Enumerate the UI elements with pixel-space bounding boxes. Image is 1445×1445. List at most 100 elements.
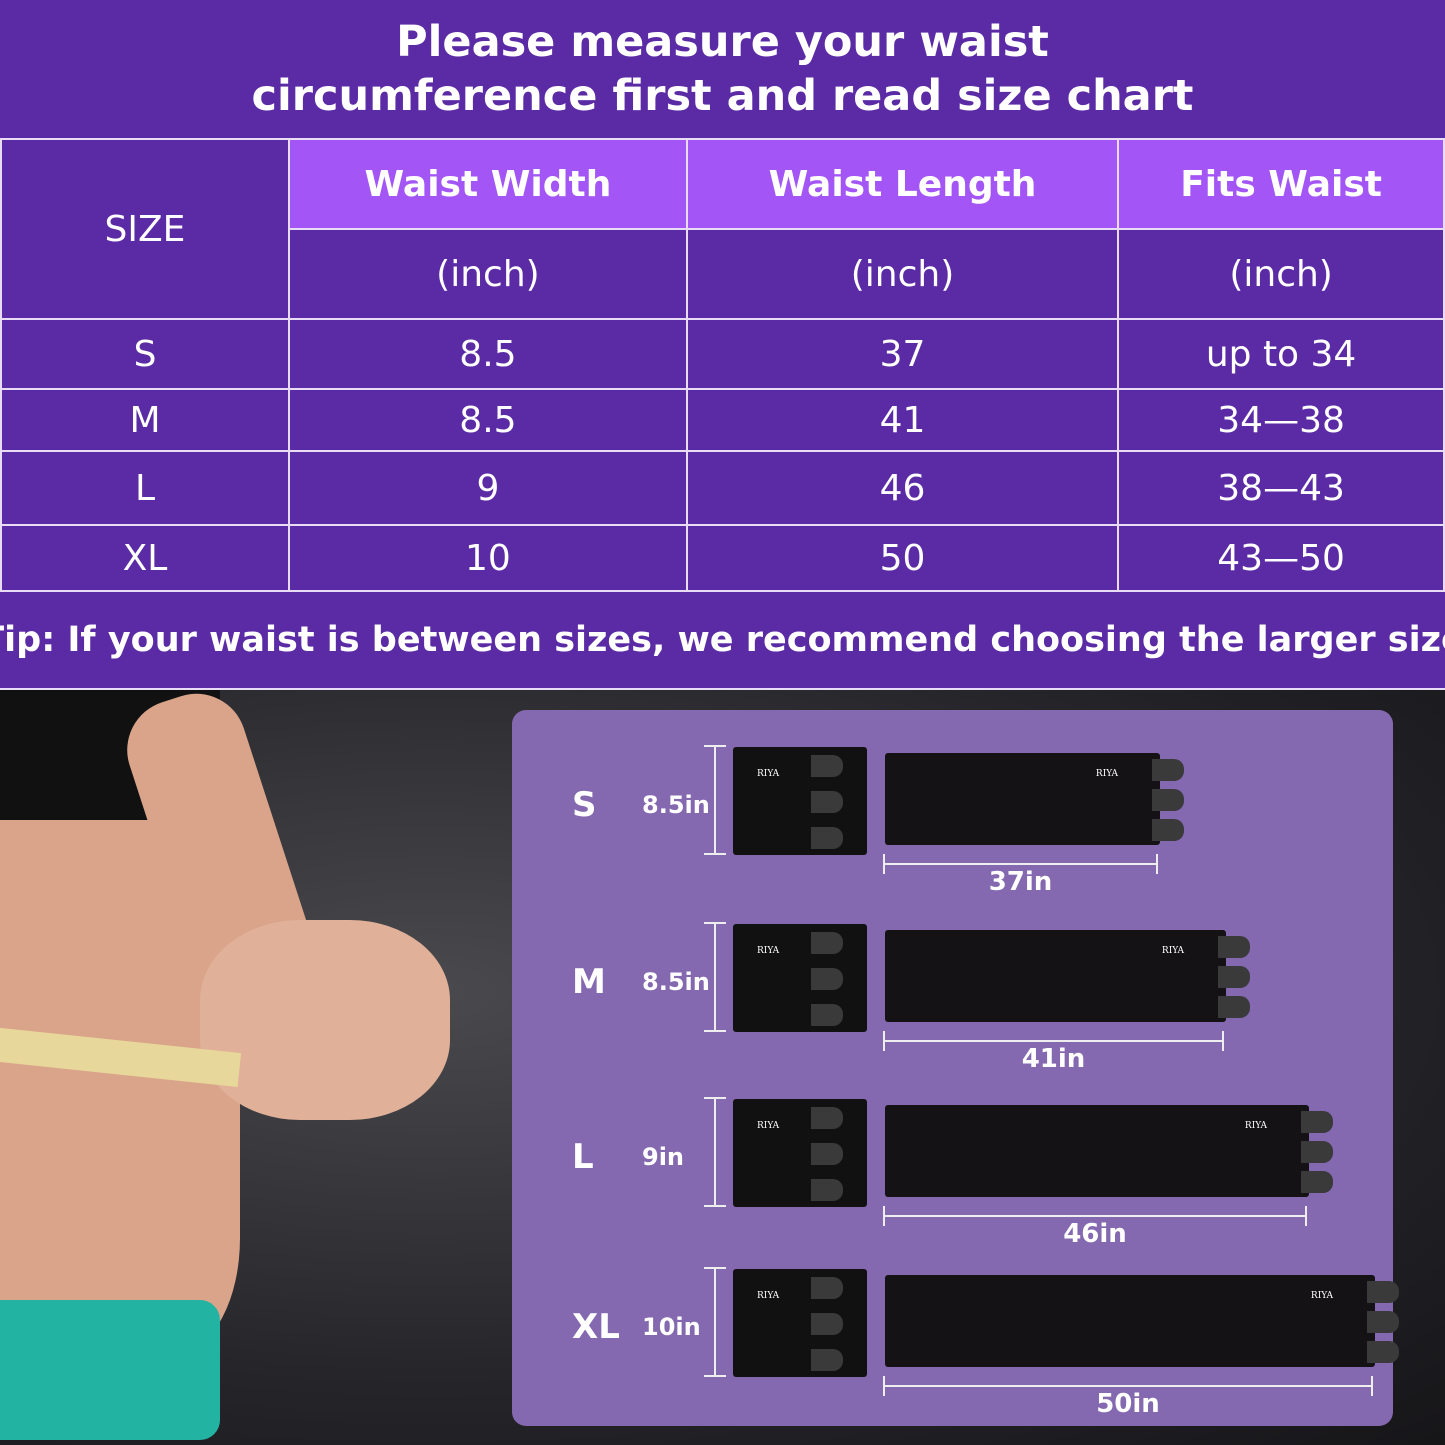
title-line-1: Please measure your waist	[396, 17, 1049, 67]
belt-folded-image: RIYA	[733, 924, 867, 1032]
title-line-2: circumference first and read size chart	[251, 71, 1194, 121]
velcro-tab	[1301, 1171, 1333, 1193]
size-header: SIZE	[0, 138, 290, 320]
size-label: XL	[572, 1307, 620, 1347]
width-label: 8.5in	[642, 968, 710, 996]
width-dimension-line	[704, 922, 726, 1032]
velcro-tab	[811, 791, 843, 813]
velcro-tab	[1367, 1341, 1399, 1363]
velcro-tab	[811, 1143, 843, 1165]
brand-logo: RIYA	[757, 946, 780, 956]
belt-size-row-m: M 8.5in RIYA RIYA 41in	[512, 922, 1393, 1074]
cell: 46	[685, 450, 1120, 526]
cell: 38—43	[1117, 450, 1445, 526]
cell: 37	[685, 318, 1120, 390]
width-dimension-line	[704, 1267, 726, 1377]
width-label: 10in	[642, 1313, 701, 1341]
size-label: S	[572, 785, 597, 825]
brand-logo: RIYA	[757, 1291, 780, 1301]
table-row: L 9 46 38—43	[0, 450, 1445, 526]
brand-logo: RIYA	[1161, 946, 1184, 956]
cell: 8.5	[288, 318, 688, 390]
unit-cell: (inch)	[288, 228, 688, 320]
size-label: M	[572, 962, 606, 1002]
unit-cell: (inch)	[685, 228, 1120, 320]
velcro-tab	[1301, 1141, 1333, 1163]
cell: up to 34	[1117, 318, 1445, 390]
cell: L	[0, 450, 290, 526]
velcro-tab	[811, 932, 843, 954]
brand-logo: RIYA	[1244, 1121, 1267, 1131]
waist-width-header: Waist Width	[288, 138, 688, 230]
velcro-tab	[1152, 789, 1184, 811]
cell: 34—38	[1117, 388, 1445, 452]
velcro-tab	[811, 755, 843, 777]
belt-folded-image: RIYA	[733, 1099, 867, 1207]
width-label: 8.5in	[642, 791, 710, 819]
velcro-tab	[811, 1179, 843, 1201]
brand-logo: RIYA	[757, 769, 780, 779]
velcro-tab	[1152, 759, 1184, 781]
belt-size-row-l: L 9in RIYA RIYA 46in	[512, 1097, 1393, 1249]
cell: M	[0, 388, 290, 452]
cell: 8.5	[288, 388, 688, 452]
cell: 10	[288, 524, 688, 592]
velcro-tab	[1218, 966, 1250, 988]
belt-size-row-s: S 8.5in RIYA RIYA 37in	[512, 745, 1393, 897]
length-label: 46in	[1063, 1219, 1127, 1249]
page-title: Please measure your waist circumference …	[0, 0, 1445, 138]
teal-shorts-image	[0, 1300, 220, 1440]
brand-logo: RIYA	[757, 1121, 780, 1131]
velcro-tab	[1218, 996, 1250, 1018]
brand-logo: RIYA	[1095, 769, 1118, 779]
belt-size-row-xl: XL 10in RIYA RIYA 50in	[512, 1267, 1399, 1419]
velcro-tab	[1218, 936, 1250, 958]
brand-logo: RIYA	[1310, 1291, 1333, 1301]
width-dimension-line	[704, 745, 726, 855]
velcro-tab	[811, 1107, 843, 1129]
velcro-tab	[1152, 819, 1184, 841]
table-header-row: SIZE Waist Width Waist Length Fits Waist	[0, 138, 1445, 320]
length-label: 50in	[1096, 1389, 1160, 1419]
width-label: 9in	[642, 1143, 685, 1171]
length-dimension-line	[883, 1376, 1373, 1396]
waist-length-header: Waist Length	[685, 138, 1120, 230]
velcro-tab	[811, 1004, 843, 1026]
cell: 41	[685, 388, 1120, 452]
table-row: M 8.5 41 34—38	[0, 388, 1445, 452]
table-row: XL 10 50 43—50	[0, 524, 1445, 592]
size-table: SIZE Waist Width Waist Length Fits Waist…	[0, 138, 1445, 592]
cell: 43—50	[1117, 524, 1445, 592]
velcro-tab	[811, 1277, 843, 1299]
velcro-tab	[1301, 1111, 1333, 1133]
length-dimension-line	[883, 1206, 1307, 1226]
length-dimension-line	[883, 854, 1158, 874]
fits-waist-header: Fits Waist	[1117, 138, 1445, 230]
width-dimension-line	[704, 1097, 726, 1207]
cell: XL	[0, 524, 290, 592]
size-label: L	[572, 1137, 594, 1177]
belt-extended-image: RIYA	[885, 753, 1184, 845]
belt-folded-image: RIYA	[733, 747, 867, 855]
tip-text: Tip: If your waist is between sizes, we …	[0, 592, 1445, 690]
velcro-tab	[811, 827, 843, 849]
cell: 9	[288, 450, 688, 526]
velcro-tab	[811, 968, 843, 990]
unit-cell: (inch)	[1117, 228, 1445, 320]
hand-image	[200, 920, 450, 1120]
units-row: (inch) (inch) (inch)	[1, 228, 1445, 320]
belt-folded-image: RIYA	[733, 1269, 867, 1377]
velcro-tab	[811, 1313, 843, 1335]
cell: 50	[685, 524, 1120, 592]
velcro-tab	[1367, 1281, 1399, 1303]
belt-extended-image: RIYA	[885, 1105, 1333, 1197]
length-label: 37in	[988, 867, 1053, 897]
table-row: S 8.5 37 up to 34	[0, 318, 1445, 390]
belt-size-panel: S 8.5in RIYA RIYA 37in M 8.5in RIYA RIYA…	[512, 710, 1399, 1426]
belt-extended-image: RIYA	[885, 1275, 1399, 1367]
velcro-tab	[811, 1349, 843, 1371]
cell: S	[0, 318, 290, 390]
velcro-tab	[1367, 1311, 1399, 1333]
length-dimension-line	[883, 1031, 1224, 1051]
belt-extended-image: RIYA	[885, 930, 1250, 1022]
